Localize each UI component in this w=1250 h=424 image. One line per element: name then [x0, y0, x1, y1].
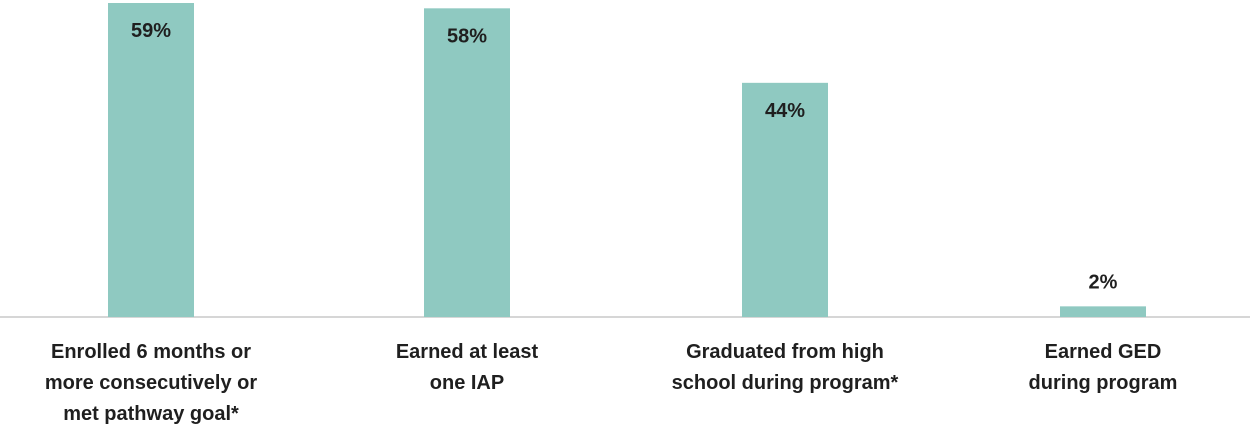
category-label-line: one IAP — [430, 372, 504, 394]
category-label-line: Earned at least — [396, 341, 539, 363]
category-label-line: during program — [1029, 372, 1178, 394]
category-label-line: Graduated from high — [686, 341, 884, 363]
category-label-2: Earned at least one IAP — [396, 341, 539, 394]
category-label-4: Earned GED during program — [1029, 341, 1178, 394]
bars-group — [108, 3, 1146, 318]
category-label-1: Enrolled 6 months or more consecutively o… — [45, 341, 258, 424]
bar-1 — [108, 3, 194, 317]
bar-value-label-3: 44% — [765, 100, 805, 122]
category-label-line: Enrolled 6 months or — [51, 341, 251, 363]
bar-4 — [1060, 306, 1146, 317]
bar-value-label-2: 58% — [447, 25, 487, 47]
bar-value-label-1: 59% — [131, 20, 171, 42]
category-label-line: met pathway goal* — [63, 403, 239, 424]
category-label-3: Graduated from high school during program… — [672, 341, 899, 394]
bar-2 — [424, 8, 510, 318]
category-label-line: school during program* — [672, 372, 899, 394]
category-labels-group: Enrolled 6 months or more consecutively o… — [45, 341, 1178, 424]
value-labels-group: 59% 58% 44% 2% — [131, 20, 1118, 293]
category-label-line: more consecutively or — [45, 372, 258, 394]
bar-3 — [742, 82, 828, 317]
bar-value-label-4: 2% — [1089, 271, 1118, 293]
category-label-line: Earned GED — [1045, 341, 1162, 363]
